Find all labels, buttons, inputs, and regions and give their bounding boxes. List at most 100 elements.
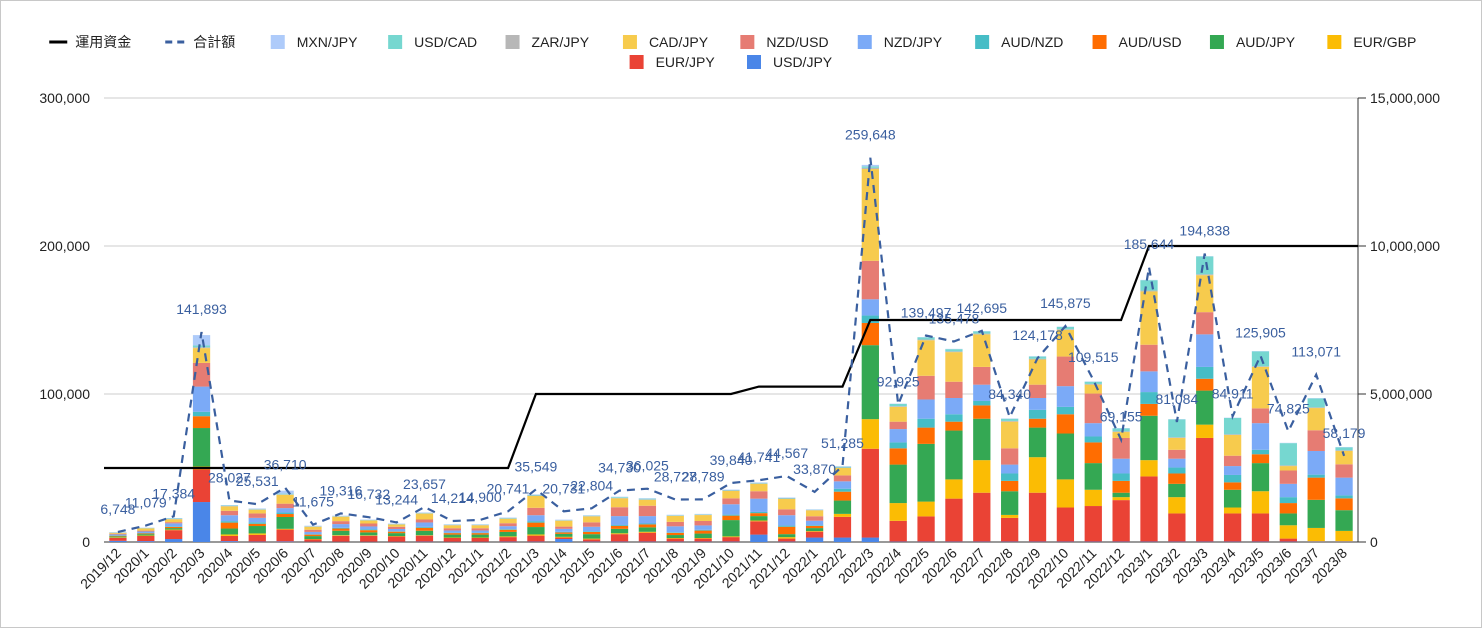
bar-segment: [1140, 344, 1158, 372]
bar-segment: [833, 516, 852, 538]
bar-segment: [750, 516, 768, 521]
bar-segment: [165, 523, 183, 527]
bar-segment: [583, 531, 601, 535]
total-data-label: 35,549: [515, 458, 558, 474]
bar-segment: [750, 482, 768, 484]
bar-segment: [805, 516, 824, 521]
legend-label: EUR/GBP: [1353, 34, 1416, 50]
bar-segment: [192, 469, 211, 503]
legend-swatch: [740, 35, 755, 49]
bar-segment: [1196, 437, 1214, 542]
bar-segment: [1196, 390, 1214, 425]
bar-segment: [805, 531, 824, 532]
bar-segment: [415, 535, 434, 542]
bar-segment: [1140, 290, 1158, 292]
bar-segment: [1251, 513, 1270, 542]
bar-segment: [889, 442, 907, 449]
bar-segment: [1168, 419, 1186, 438]
legend-label: ZAR/JPY: [532, 34, 590, 50]
total-data-label: 16,732: [347, 486, 390, 502]
bar-segment: [1251, 366, 1270, 367]
bar-segment: [360, 526, 378, 530]
bar-segment: [1112, 437, 1130, 459]
bar-segment: [1056, 507, 1075, 542]
bar-segment: [1307, 527, 1325, 542]
bar-segment: [1001, 448, 1019, 465]
bar-segment: [1001, 491, 1019, 515]
total-data-label: 135,478: [929, 310, 980, 326]
bar-segment: [304, 539, 322, 542]
total-data-label: 28,789: [682, 468, 725, 484]
y-tick-label: 300,000: [39, 90, 90, 106]
total-data-label: 84,911: [1212, 385, 1254, 401]
bar-segment: [889, 448, 907, 465]
bar-segment: [750, 483, 768, 492]
bar-segment: [945, 381, 963, 398]
bar-segment: [778, 498, 796, 510]
bar-segment: [1307, 407, 1325, 409]
bar-segment: [1084, 393, 1102, 424]
bar-segment: [387, 528, 406, 532]
bar-segment: [1001, 517, 1019, 542]
bar-segment: [471, 530, 489, 533]
bar-segment: [583, 526, 601, 532]
bar-segment: [360, 535, 378, 542]
total-data-label: 139,497: [901, 305, 952, 321]
bar-segment: [1223, 513, 1242, 542]
bar-segment: [1251, 449, 1270, 455]
bar-segment: [304, 531, 322, 535]
bar-segment: [1223, 417, 1242, 435]
bar-segment: [1335, 464, 1353, 478]
bar-segment: [861, 345, 879, 420]
lines: [104, 157, 1358, 534]
bar-segment: [1028, 397, 1047, 410]
bar-segment: [945, 498, 963, 542]
bar-segment: [1335, 450, 1353, 451]
bar-segment: [750, 491, 768, 499]
bar-segment: [638, 499, 657, 506]
bar-segment: [443, 525, 461, 529]
bar-segment: [1028, 384, 1047, 398]
bar-segment: [165, 519, 183, 523]
bar-segment: [889, 429, 907, 443]
bar-segment: [165, 528, 183, 530]
total-data-label: 259,648: [845, 127, 896, 143]
bar-segment: [165, 526, 183, 529]
bar-segment: [1168, 467, 1186, 474]
bar-segment: [1028, 427, 1047, 458]
total-data-label: 14,214: [431, 490, 474, 506]
bar-segment: [527, 535, 545, 542]
bar-segment: [248, 523, 266, 527]
bar-segment: [137, 531, 155, 533]
bar-segment: [1223, 507, 1242, 514]
legend-label: 合計額: [193, 34, 235, 50]
bar-segment: [109, 537, 127, 541]
total-data-label: 11,675: [292, 494, 334, 510]
bar-segment: [750, 498, 768, 512]
bar-segment: [917, 443, 935, 502]
bar-segment: [694, 530, 712, 534]
bar-segment: [1001, 418, 1019, 421]
bar-segment: [722, 520, 740, 537]
bar-segment: [499, 523, 517, 527]
bar-segment: [332, 535, 350, 542]
total-data-label: 145,875: [1040, 295, 1091, 311]
bar-segment: [694, 533, 712, 539]
total-data-label: 113,071: [1291, 344, 1341, 360]
bar-segment: [610, 497, 629, 498]
bar-segment: [861, 419, 879, 449]
bar-segment: [1140, 476, 1158, 542]
total-data-label: 36,710: [264, 457, 307, 473]
bar-segment: [220, 528, 239, 535]
bar-segment: [332, 524, 350, 528]
bar-segment: [750, 521, 768, 535]
bar-segment: [945, 414, 963, 422]
bar-segment: [220, 534, 239, 536]
legend-swatch: [1092, 35, 1107, 49]
fund-line: [104, 244, 1358, 470]
total-data-label: 58,179: [1323, 425, 1366, 441]
bar-segment: [889, 503, 907, 521]
legend-label: USD/CAD: [414, 34, 477, 50]
total-data-label: 74,825: [1267, 400, 1310, 416]
bar-segment: [555, 536, 573, 538]
